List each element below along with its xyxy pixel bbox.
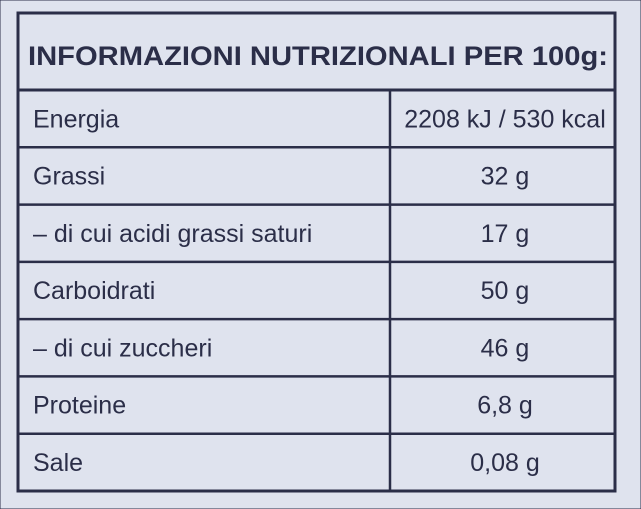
table-title: INFORMAZIONI NUTRIZIONALI PER 100g: [28, 41, 608, 71]
nutrient-name: Grassi [33, 163, 105, 191]
nutrient-value: 17 g [481, 220, 530, 248]
nutrient-value: 2208 kJ / 530 kcal [404, 105, 606, 133]
nutrient-name: Sale [33, 449, 83, 477]
nutrient-name: Proteine [33, 392, 126, 420]
nutrient-name: Energia [33, 105, 119, 133]
nutrient-value: 32 g [481, 163, 530, 191]
nutrient-value: 50 g [481, 277, 530, 305]
nutrient-value: 0,08 g [470, 449, 540, 477]
nutrient-name: Carboidrati [33, 277, 155, 305]
nutrient-name: – di cui zuccheri [33, 334, 212, 362]
nutrient-name: – di cui acidi grassi saturi [33, 220, 312, 248]
nutrient-value: 6,8 g [477, 392, 533, 420]
nutrient-value: 46 g [481, 334, 530, 362]
outer-border [16, 11, 617, 493]
